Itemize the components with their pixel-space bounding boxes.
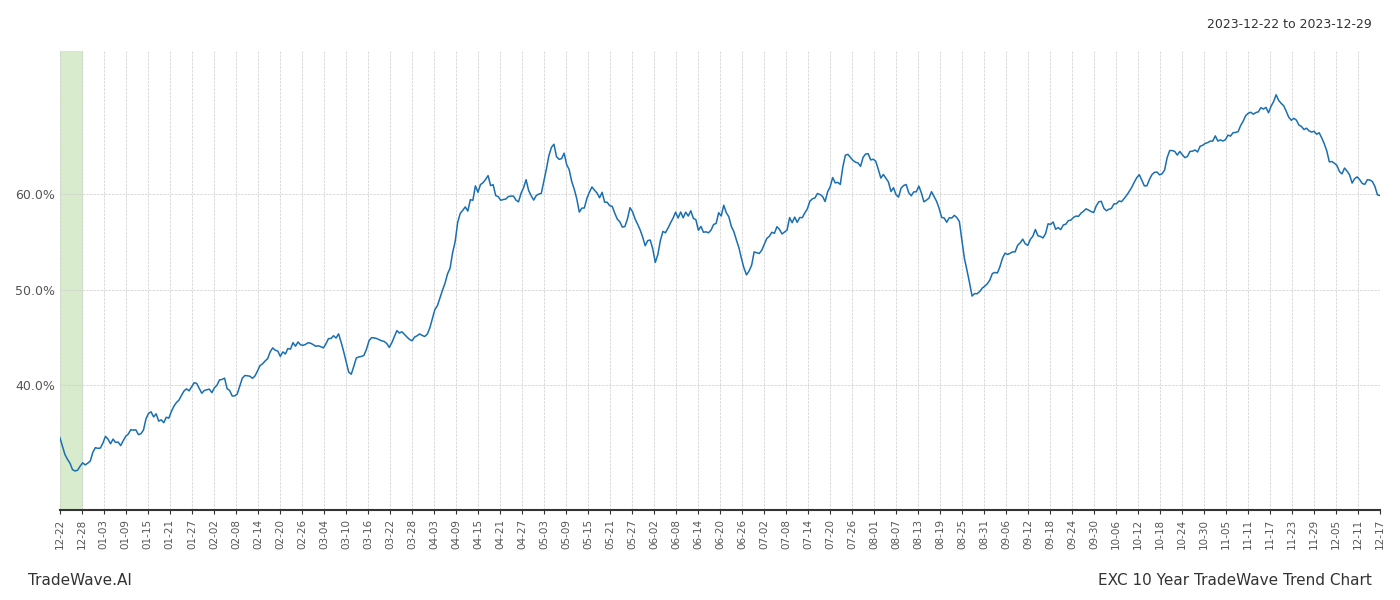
Text: EXC 10 Year TradeWave Trend Chart: EXC 10 Year TradeWave Trend Chart bbox=[1098, 573, 1372, 588]
Text: TradeWave.AI: TradeWave.AI bbox=[28, 573, 132, 588]
Bar bbox=[60, 51, 81, 510]
Text: 2023-12-22 to 2023-12-29: 2023-12-22 to 2023-12-29 bbox=[1207, 18, 1372, 31]
